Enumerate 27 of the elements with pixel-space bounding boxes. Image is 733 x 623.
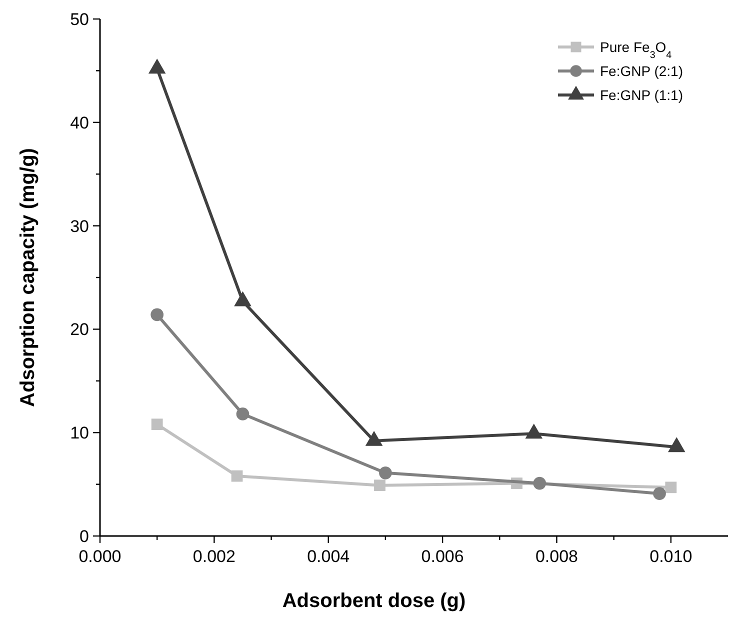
x-tick-label: 0.010 — [650, 547, 692, 566]
y-tick-label: 30 — [70, 216, 89, 236]
point — [533, 476, 546, 490]
x-axis-title: Adsorbent dose (g) — [282, 590, 466, 612]
x-tick-label: 0.002 — [192, 547, 236, 566]
y-tick-label: 20 — [70, 320, 89, 340]
legend-label: Fe:GNP (2:1) — [600, 62, 683, 79]
y-tick-label: 40 — [70, 113, 89, 132]
x-tick-label: 0.004 — [307, 547, 350, 566]
point — [148, 58, 166, 74]
x-tick-label: 0.008 — [535, 547, 578, 566]
x-tick-label: 0.000 — [78, 547, 122, 566]
y-tick-label: 10 — [70, 424, 89, 443]
point — [236, 408, 250, 420]
point — [379, 466, 392, 480]
point — [150, 308, 164, 322]
point — [151, 418, 163, 430]
point — [653, 487, 666, 500]
y-axis-title: Adsorption capacity (mg/g) — [17, 148, 39, 407]
y-tick-label: 0 — [80, 526, 89, 546]
legend-label: Fe:GNP (1:1) — [600, 86, 683, 103]
x-tick-label: 0.006 — [421, 547, 464, 566]
legend-label: Pure Fe$_{3}$O$_{4}$ — [600, 38, 672, 60]
y-tick-label: 50 — [70, 10, 89, 29]
point — [665, 482, 677, 494]
point — [231, 470, 243, 482]
point — [374, 480, 386, 492]
